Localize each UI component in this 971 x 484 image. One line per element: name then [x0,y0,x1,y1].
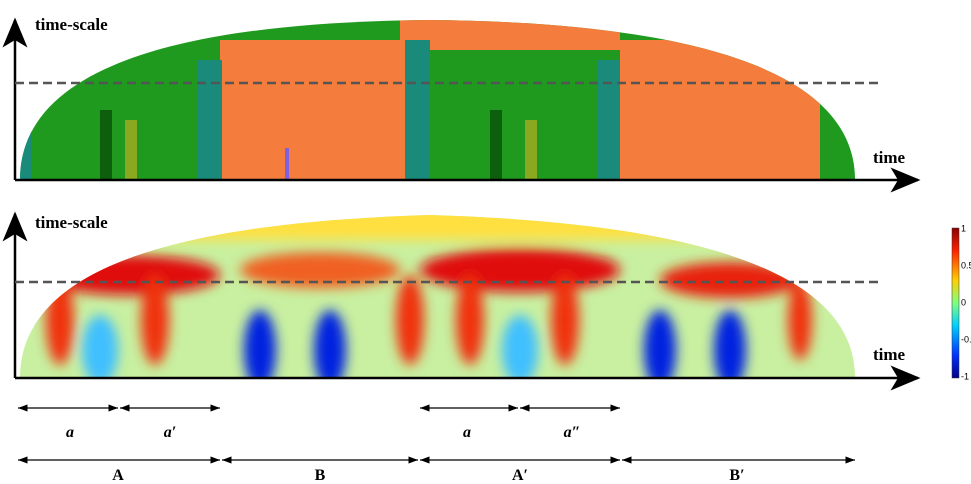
segment-label: a [463,424,471,441]
colorbar-tick: -0.5 [961,334,971,344]
dimension-arrows [18,404,855,464]
segment-label: a [66,424,74,441]
colorbar-tick: -1 [961,371,969,381]
top-map [20,20,855,180]
y-axis-label: time-scale [35,15,108,34]
x-axis-label: time [873,148,906,167]
colorbar-tick: 1 [961,223,966,233]
colorbar-tick: 0 [961,297,966,307]
segment-label: B [315,467,326,484]
segment-label: B′ [729,467,744,484]
colorbar [951,227,960,379]
y-axis-label: time-scale [35,213,108,232]
segment-label: A [112,467,124,484]
segment-label: a″ [564,424,581,441]
segment-label: a′ [164,424,177,441]
colorbar-tick: 0.5 [961,260,971,270]
bottom-map [20,215,855,378]
x-axis-label: time [873,345,906,364]
segment-label: A′ [512,467,528,484]
axes [2,17,921,391]
